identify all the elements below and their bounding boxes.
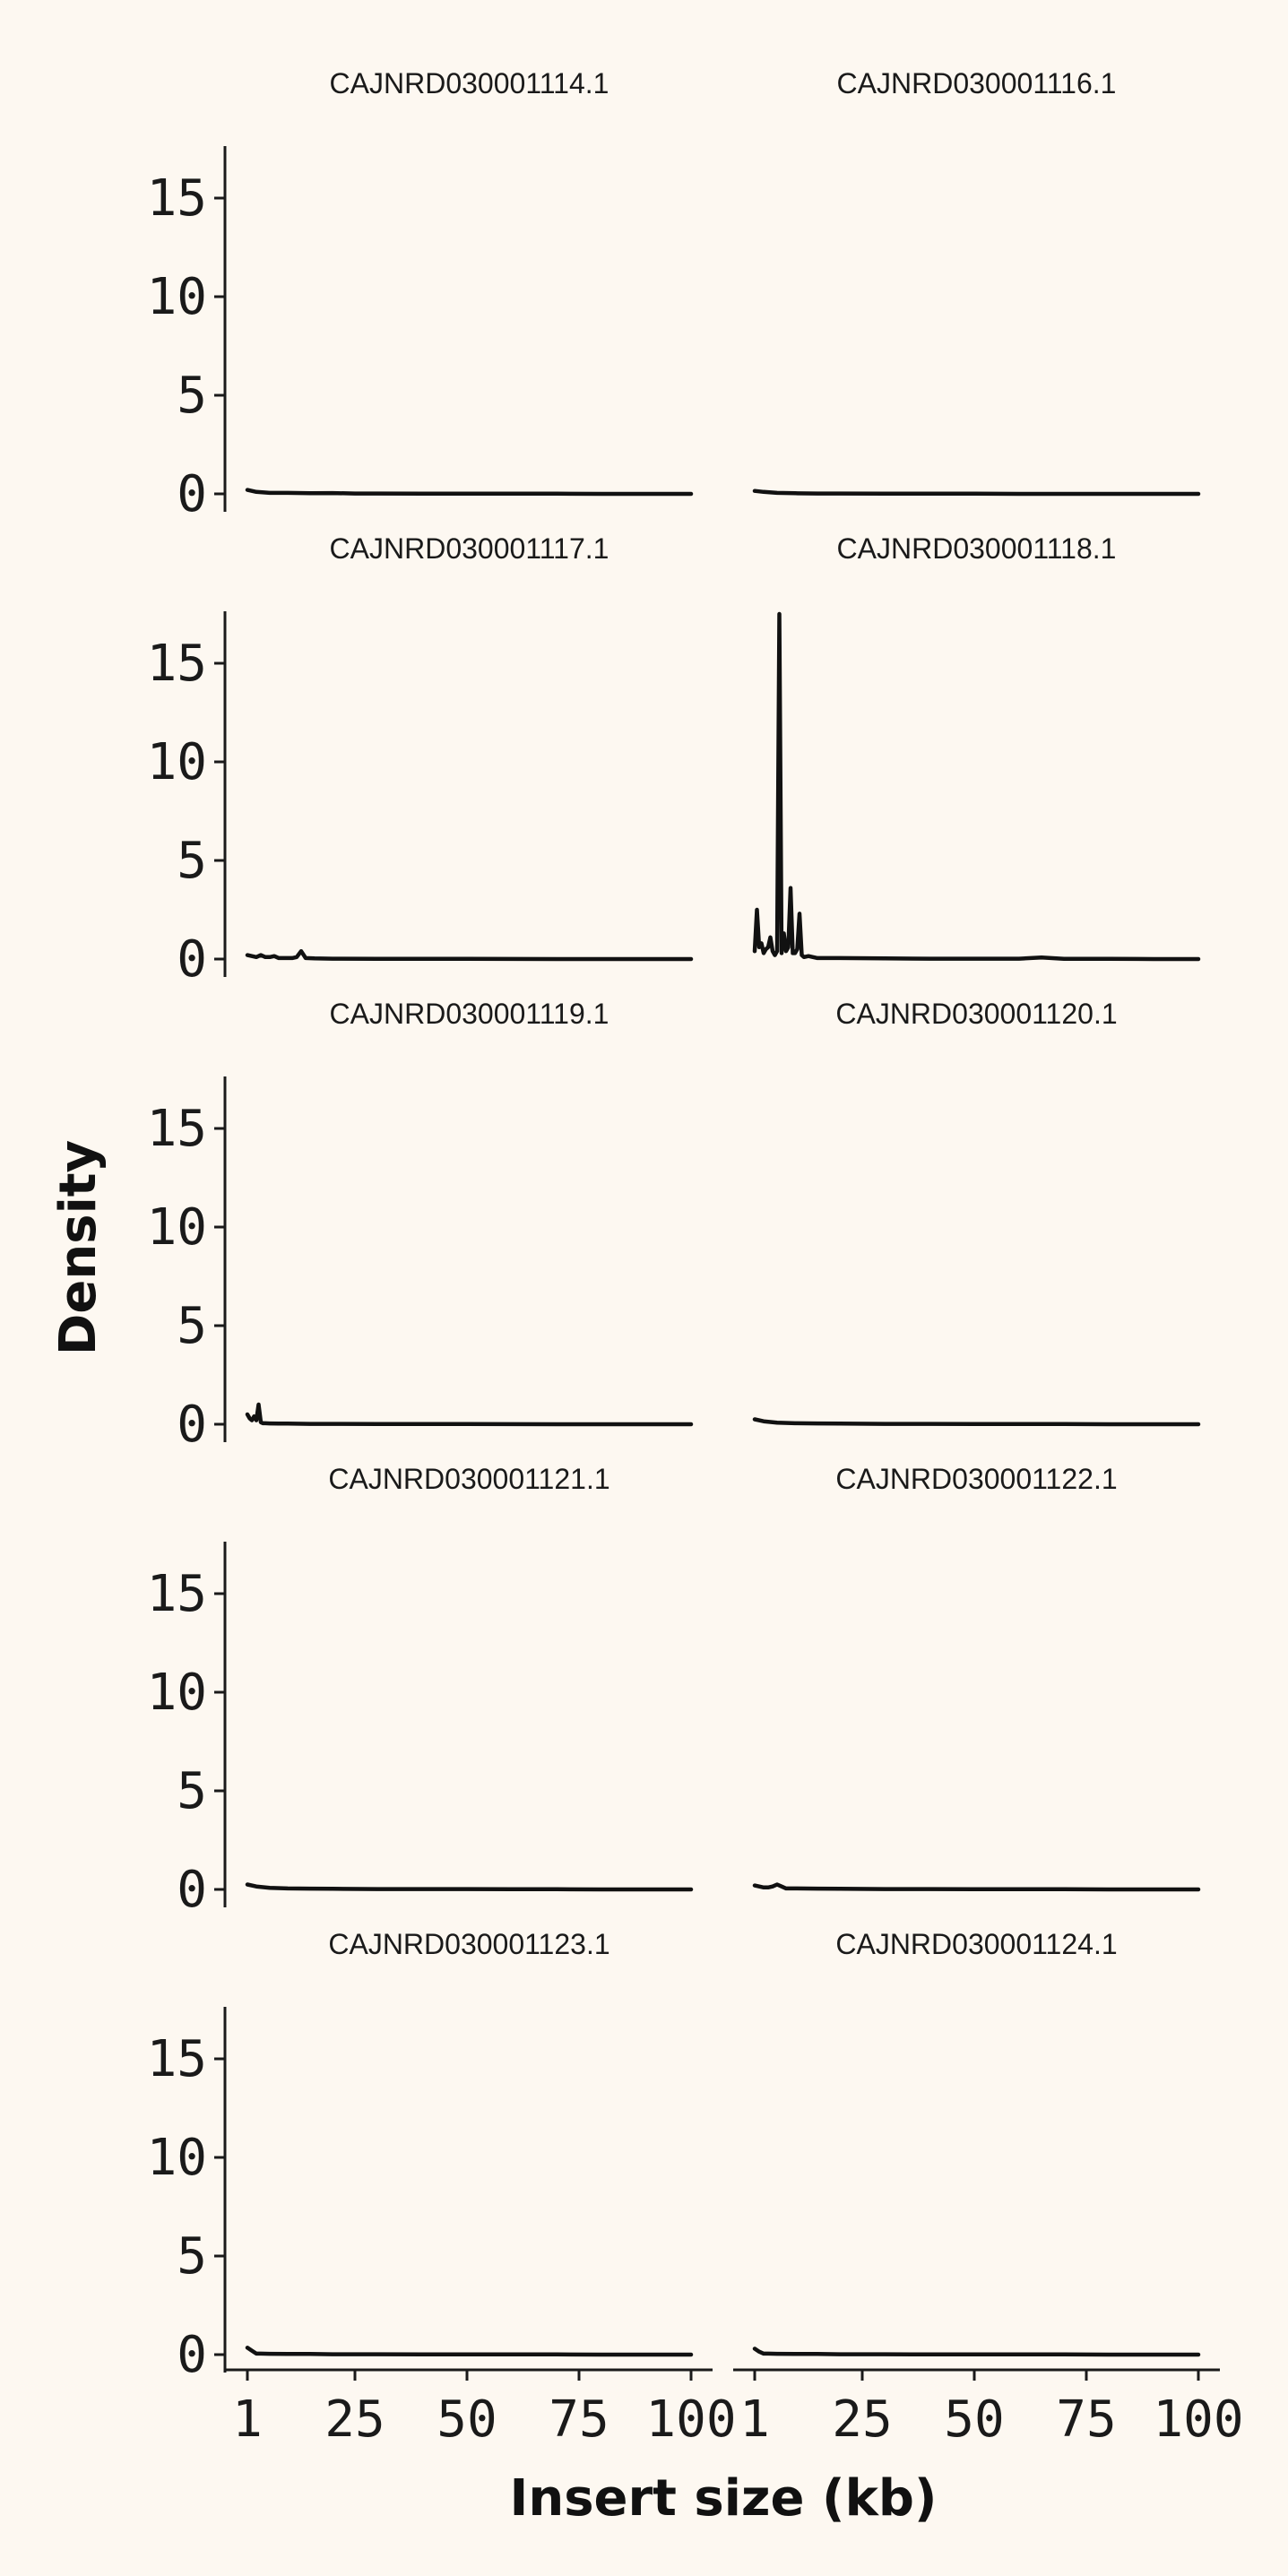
x-tick-label: 25 bbox=[832, 2390, 892, 2449]
y-tick-label: 10 bbox=[147, 268, 207, 326]
density-line bbox=[752, 1882, 1201, 1892]
y-tick-label: 15 bbox=[147, 1100, 207, 1158]
x-tick-label: 50 bbox=[944, 2390, 1004, 2449]
y-tick-label: 0 bbox=[177, 2326, 207, 2384]
panel-title: CAJNRD030001124.1 bbox=[835, 1928, 1117, 1960]
panel-title: CAJNRD030001117.1 bbox=[330, 532, 609, 565]
panel-grid: CAJNRD030001114.1 0 5 10 15 CAJNRD030001116.1… bbox=[147, 67, 1201, 2384]
y-tick-label: 0 bbox=[177, 930, 207, 989]
y-axis-title: Density bbox=[49, 1140, 108, 1355]
density-line bbox=[752, 488, 1201, 497]
panel-title: CAJNRD030001116.1 bbox=[837, 67, 1117, 99]
density-line bbox=[245, 1882, 694, 1892]
x-tick-label: 25 bbox=[324, 2390, 385, 2449]
facet-panel: CAJNRD030001122.1 bbox=[752, 1463, 1201, 1892]
x-tick-label: 100 bbox=[1153, 2390, 1243, 2449]
x-tick-label: 1 bbox=[232, 2390, 263, 2449]
y-tick-label: 0 bbox=[177, 465, 207, 523]
y-tick-label: 5 bbox=[177, 2227, 207, 2286]
y-tick-label: 10 bbox=[147, 733, 207, 791]
density-line bbox=[752, 1417, 1201, 1427]
y-tick-label: 10 bbox=[147, 1198, 207, 1257]
x-tick-label: 75 bbox=[549, 2390, 609, 2449]
panel-title: CAJNRD030001120.1 bbox=[835, 998, 1117, 1030]
y-tick-label: 5 bbox=[177, 832, 207, 890]
y-tick-label: 15 bbox=[147, 169, 207, 228]
x-tick-label: 75 bbox=[1056, 2390, 1116, 2449]
y-tick-label: 5 bbox=[177, 1762, 207, 1820]
x-tick-label: 50 bbox=[437, 2390, 497, 2449]
x-axis-title: Insert size (kb) bbox=[509, 2469, 937, 2528]
y-tick-label: 0 bbox=[177, 1396, 207, 1454]
facet-panel: CAJNRD030001119.1 0 5 10 15 bbox=[147, 998, 694, 1454]
facet-panel: CAJNRD030001120.1 bbox=[752, 998, 1201, 1427]
panel-title: CAJNRD030001118.1 bbox=[837, 532, 1117, 565]
panel-title: CAJNRD030001114.1 bbox=[330, 67, 609, 99]
y-tick-label: 15 bbox=[147, 1565, 207, 1623]
panel-title: CAJNRD030001119.1 bbox=[330, 998, 609, 1030]
x-axes: 1 25 50 75 100 1 25 50 75 100 bbox=[226, 2368, 1244, 2449]
y-tick-label: 10 bbox=[147, 1664, 207, 1722]
y-tick-label: 10 bbox=[147, 2129, 207, 2187]
y-tick-label: 5 bbox=[177, 367, 207, 425]
density-line bbox=[752, 611, 1201, 962]
facet-panel: CAJNRD030001116.1 bbox=[752, 67, 1201, 497]
panel-title: CAJNRD030001123.1 bbox=[328, 1928, 609, 1960]
density-line bbox=[245, 1402, 694, 1427]
facet-panel: CAJNRD030001117.1 0 5 10 15 bbox=[147, 532, 694, 989]
facet-panel: CAJNRD030001114.1 0 5 10 15 bbox=[147, 67, 694, 523]
density-line bbox=[245, 2346, 694, 2357]
x-tick-label: 1 bbox=[739, 2390, 770, 2449]
facet-panel: CAJNRD030001118.1 bbox=[752, 532, 1201, 962]
y-tick-label: 15 bbox=[147, 2030, 207, 2088]
density-line bbox=[245, 488, 694, 497]
x-axis: 1 25 50 75 100 bbox=[733, 2368, 1244, 2449]
x-tick-label: 100 bbox=[645, 2390, 736, 2449]
panel-title: CAJNRD030001122.1 bbox=[835, 1463, 1117, 1495]
y-tick-label: 0 bbox=[177, 1861, 207, 1919]
facet-panel: CAJNRD030001123.1 0 5 10 15 bbox=[147, 1928, 694, 2384]
facet-panel: CAJNRD030001124.1 bbox=[752, 1928, 1201, 2357]
density-line bbox=[752, 2347, 1201, 2357]
panel-title: CAJNRD030001121.1 bbox=[328, 1463, 609, 1495]
x-axis: 1 25 50 75 100 bbox=[226, 2368, 737, 2449]
facet-panel: CAJNRD030001121.1 0 5 10 15 bbox=[147, 1463, 694, 1919]
density-line bbox=[245, 948, 694, 962]
y-tick-label: 15 bbox=[147, 635, 207, 693]
y-tick-label: 5 bbox=[177, 1297, 207, 1355]
